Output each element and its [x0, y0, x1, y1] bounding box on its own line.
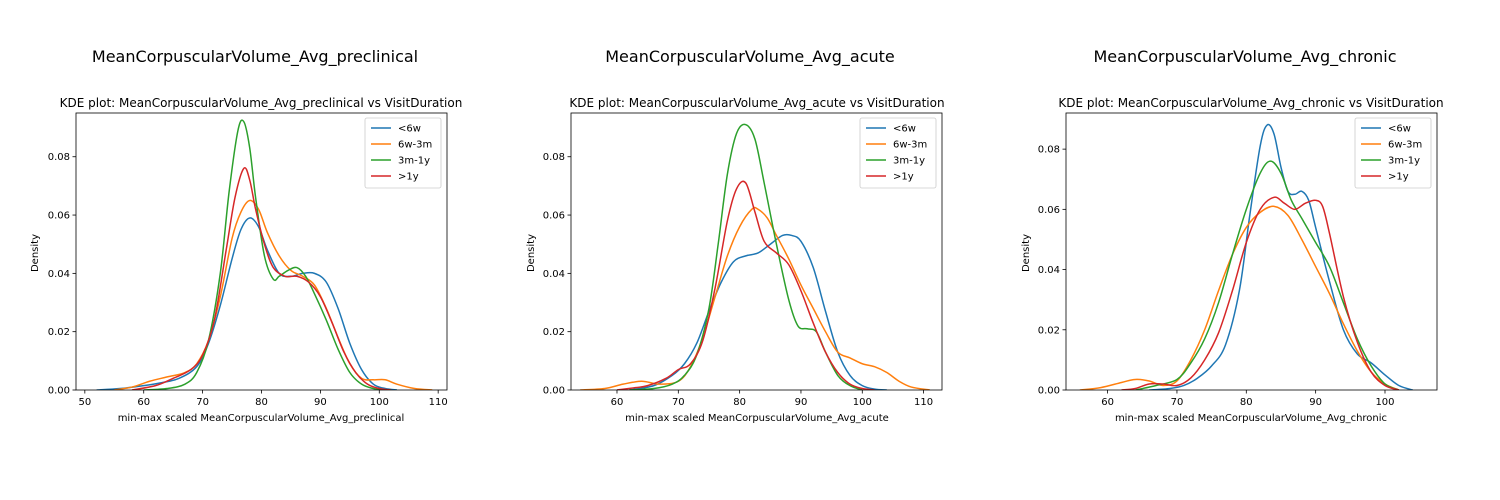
- legend-label-3m-1y: 3m-1y: [1388, 156, 1420, 167]
- x-tick-label: 70: [1171, 397, 1184, 408]
- legend-label->1y: >1y: [893, 172, 914, 183]
- legend-label-6w-3m: 6w-3m: [1388, 140, 1422, 151]
- x-tick-label: 60: [611, 397, 624, 408]
- y-tick-label: 0.00: [1038, 386, 1060, 397]
- series-line-3m-1y: [143, 119, 386, 390]
- series-line-<6w: [96, 217, 398, 390]
- chart-plot-area: 60 70 80 90 100 110 0.00 0.02 0.04 0.06 0.08 <6w 6w-…: [543, 112, 943, 408]
- chart-title: KDE plot: MeanCorpuscularVolume_Avg_prec…: [60, 96, 463, 110]
- x-tick-label: 50: [78, 397, 91, 408]
- x-tick-label: 80: [1240, 397, 1253, 408]
- y-tick-label: 0.00: [543, 386, 565, 397]
- series-line->1y: [616, 180, 875, 390]
- legend-label->1y: >1y: [1388, 172, 1409, 183]
- y-tick-label: 0.04: [1038, 265, 1060, 276]
- y-tick-label: 0.02: [1038, 325, 1060, 336]
- x-tick-label: 110: [429, 397, 448, 408]
- legend-label-<6w: <6w: [398, 124, 421, 135]
- legend-label-3m-1y: 3m-1y: [893, 156, 925, 167]
- series-line-3m-1y: [1135, 160, 1400, 390]
- chart-panel-chronic: MeanCorpuscularVolume_Avg_chronic KDE pl…: [1021, 47, 1444, 424]
- x-tick-label: 90: [314, 397, 327, 408]
- x-axis-label: min-max scaled MeanCorpuscularVolume_Avg…: [625, 413, 889, 424]
- legend: <6w 6w-3m 3m-1y >1y: [859, 117, 937, 189]
- x-tick-label: 100: [1375, 397, 1394, 408]
- figure-suptitle: MeanCorpuscularVolume_Avg_preclinical: [92, 47, 418, 67]
- series-line-6w-3m: [114, 199, 433, 390]
- legend-label-6w-3m: 6w-3m: [398, 140, 432, 151]
- legend-label-<6w: <6w: [893, 124, 916, 135]
- series-line-<6w: [629, 233, 887, 390]
- legend-label-<6w: <6w: [1388, 124, 1411, 135]
- chart-title: KDE plot: MeanCorpuscularVolume_Avg_acut…: [569, 96, 944, 110]
- x-tick-label: 70: [196, 397, 209, 408]
- legend-box: [1354, 117, 1432, 189]
- series-line-3m-1y: [629, 123, 863, 390]
- series-line->1y: [1121, 196, 1400, 390]
- figure-suptitle: MeanCorpuscularVolume_Avg_chronic: [1093, 47, 1396, 67]
- legend: <6w 6w-3m 3m-1y >1y: [1354, 117, 1432, 189]
- x-tick-label: 80: [255, 397, 268, 408]
- y-tick-label: 0.00: [48, 386, 70, 397]
- y-tick-label: 0.08: [543, 152, 565, 163]
- series-line->1y: [131, 167, 392, 390]
- y-axis-label: Density: [526, 234, 537, 272]
- axes-frame: [570, 112, 943, 391]
- y-tick-label: 0.06: [543, 211, 565, 222]
- figure-suptitle: MeanCorpuscularVolume_Avg_acute: [605, 47, 895, 67]
- x-tick-label: 80: [733, 397, 746, 408]
- chart-panel-preclinical: MeanCorpuscularVolume_Avg_preclinical KD…: [30, 47, 462, 424]
- y-tick-label: 0.02: [48, 327, 70, 338]
- x-tick-label: 110: [914, 397, 933, 408]
- x-tick-label: 60: [137, 397, 150, 408]
- series-line-6w-3m: [580, 206, 930, 390]
- y-tick-label: 0.02: [543, 327, 565, 338]
- y-axis-label: Density: [1021, 234, 1032, 272]
- x-tick-label: 70: [672, 397, 685, 408]
- legend-box: [364, 117, 442, 189]
- x-axis-label: min-max scaled MeanCorpuscularVolume_Avg…: [1115, 413, 1387, 424]
- legend-label->1y: >1y: [398, 172, 419, 183]
- y-tick-label: 0.06: [1038, 205, 1060, 216]
- axes-frame: [1065, 112, 1438, 391]
- x-tick-label: 90: [1309, 397, 1322, 408]
- chart-panel-acute: MeanCorpuscularVolume_Avg_acute KDE plot…: [526, 47, 945, 424]
- chart-title: KDE plot: MeanCorpuscularVolume_Avg_chro…: [1058, 96, 1443, 110]
- x-tick-label: 90: [795, 397, 808, 408]
- y-tick-label: 0.04: [48, 269, 70, 280]
- chart-plot-area: 60 70 80 90 100 0.00 0.02 0.04 0.06 0.08 <6w 6w-3m 3…: [1038, 112, 1438, 408]
- legend-label-3m-1y: 3m-1y: [398, 156, 430, 167]
- y-tick-label: 0.08: [48, 152, 70, 163]
- x-tick-label: 100: [853, 397, 872, 408]
- x-tick-label: 100: [370, 397, 389, 408]
- y-tick-label: 0.06: [48, 211, 70, 222]
- y-tick-label: 0.08: [1038, 145, 1060, 156]
- x-axis-label: min-max scaled MeanCorpuscularVolume_Avg…: [118, 413, 405, 424]
- legend-box: [859, 117, 937, 189]
- series-line-6w-3m: [1079, 205, 1400, 390]
- legend: <6w 6w-3m 3m-1y >1y: [364, 117, 442, 189]
- y-tick-label: 0.04: [543, 269, 565, 280]
- legend-label-6w-3m: 6w-3m: [893, 140, 927, 151]
- chart-plot-area: 50 60 70 80 90 100 110 0.00 0.02 0.04 0.06 0.08 <6w 6…: [48, 112, 448, 408]
- y-axis-label: Density: [30, 234, 41, 272]
- x-tick-label: 60: [1101, 397, 1114, 408]
